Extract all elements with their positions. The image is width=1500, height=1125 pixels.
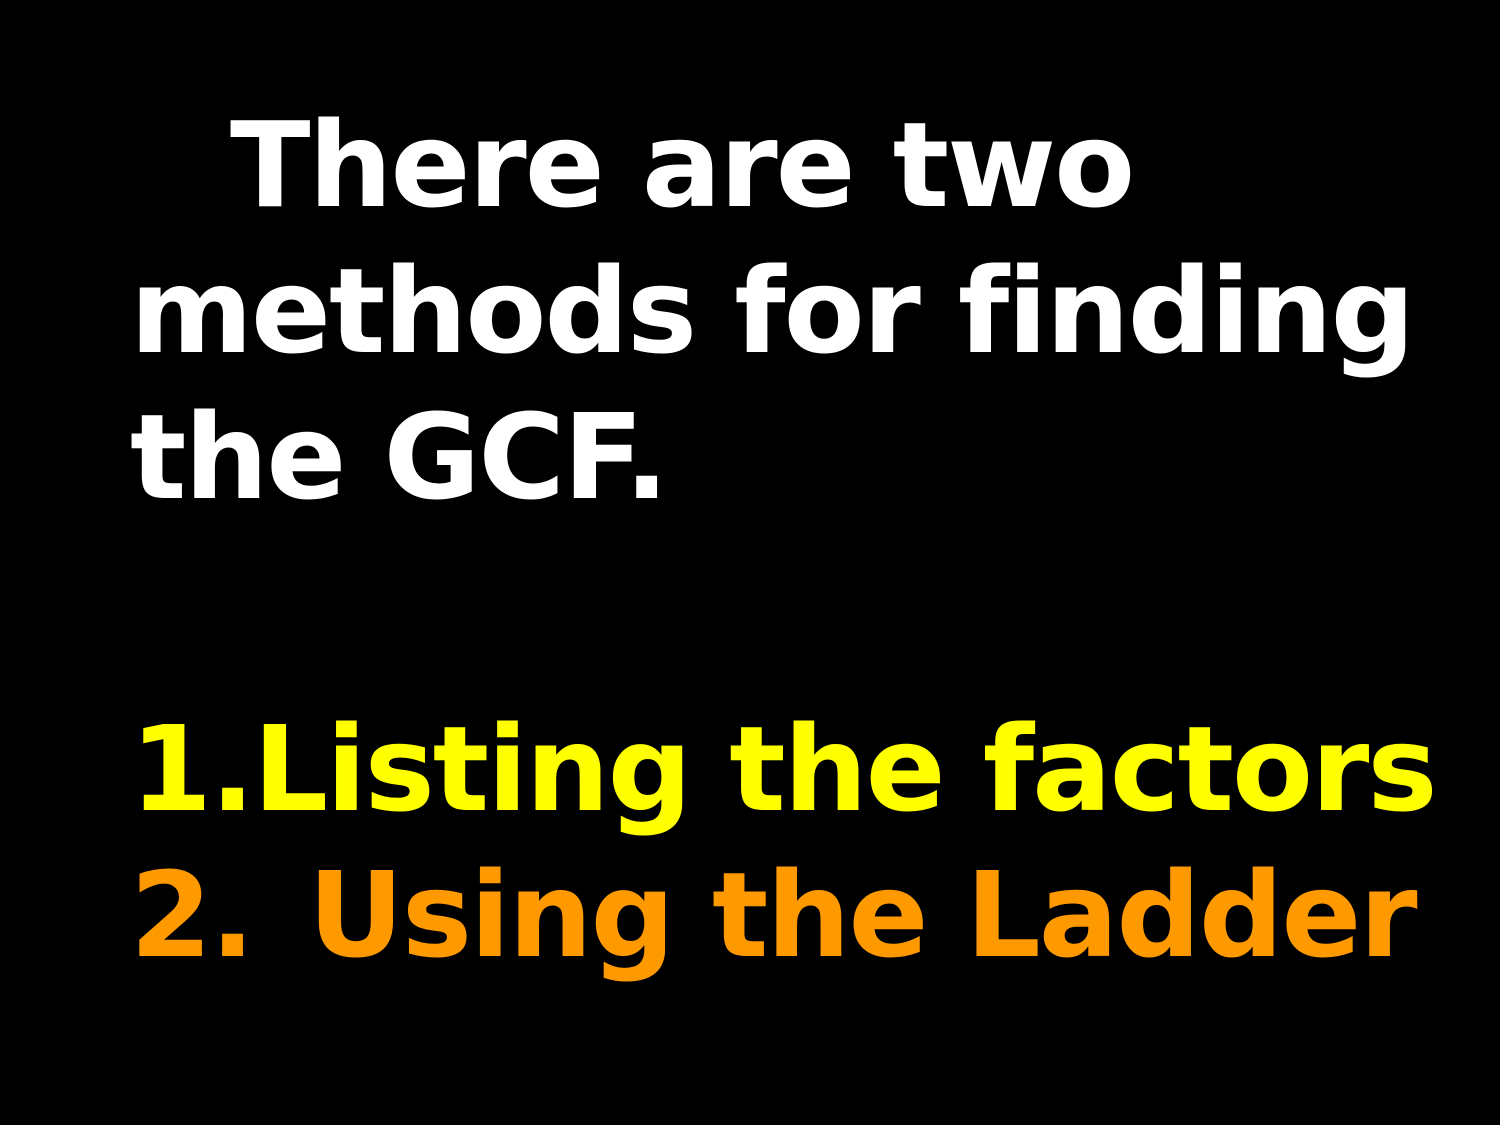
intro-text: There are two methods for finding the GC… xyxy=(130,92,1415,530)
method-item-2: 2. Using the Ladder xyxy=(130,842,1430,988)
method-number-1: 1. xyxy=(130,700,255,838)
method-label-1: Listing the factors xyxy=(252,700,1438,838)
method-label-2: Using the Ladder xyxy=(308,846,1418,984)
intro-line-2: methods for finding xyxy=(130,242,1415,380)
methods-list: 1. Listing the factors 2. Using the Ladd… xyxy=(130,696,1438,988)
intro-line-3: the GCF. xyxy=(130,388,669,526)
intro-line-1: There are two xyxy=(230,96,1135,234)
method-item-1: 1. Listing the factors xyxy=(130,696,1438,842)
method-number-2: 2. xyxy=(130,846,255,984)
